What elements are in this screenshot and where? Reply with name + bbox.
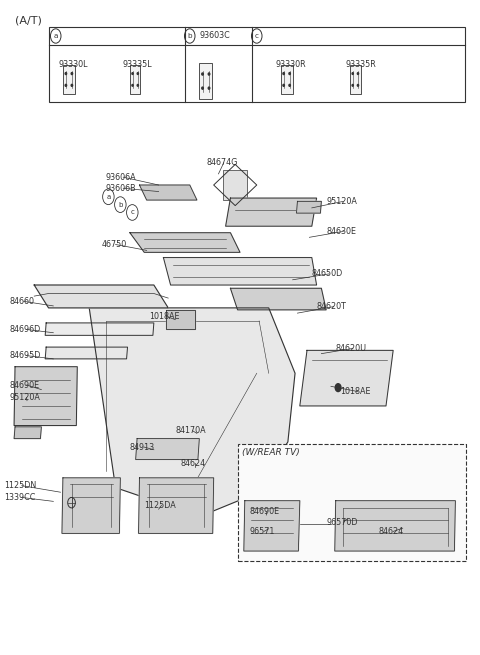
Text: 84695D: 84695D [9,351,41,360]
Polygon shape [45,323,154,335]
Circle shape [137,73,138,75]
Polygon shape [34,285,168,308]
Polygon shape [45,347,128,359]
Circle shape [208,73,210,75]
Text: 93335R: 93335R [345,60,376,69]
Text: 84690E: 84690E [250,508,280,516]
Text: a: a [106,194,110,200]
Circle shape [352,73,353,75]
Polygon shape [14,427,41,439]
Circle shape [202,87,204,89]
Text: 84650D: 84650D [312,269,343,278]
Polygon shape [89,308,295,514]
Bar [199,64,212,99]
Circle shape [289,73,290,75]
Text: 84696D: 84696D [9,325,40,334]
Text: 84674G: 84674G [206,159,238,167]
Circle shape [208,87,210,89]
Bar [223,170,247,200]
Text: 95120A: 95120A [326,197,357,206]
Circle shape [132,84,133,86]
Polygon shape [166,310,194,329]
Circle shape [65,84,67,86]
Text: 95120A: 95120A [9,393,40,402]
Text: 84620T: 84620T [317,302,347,311]
Text: 93330R: 93330R [276,60,307,69]
Text: c: c [131,210,134,215]
Text: 1339CC: 1339CC [4,493,36,502]
Polygon shape [62,478,120,533]
Polygon shape [335,500,456,551]
Text: 93330L: 93330L [58,60,88,69]
Text: (A/T): (A/T) [15,15,42,25]
Circle shape [132,73,133,75]
Text: 1125DN: 1125DN [4,481,37,490]
Text: 1125DA: 1125DA [144,501,176,510]
Circle shape [137,84,138,86]
Bar [130,65,141,94]
Polygon shape [163,257,317,285]
Text: 93603C: 93603C [199,31,230,41]
Circle shape [335,384,341,392]
Circle shape [352,84,353,86]
Circle shape [283,84,284,86]
Text: 46750: 46750 [101,240,126,249]
Text: 96571: 96571 [250,527,275,536]
Bar [281,65,293,94]
Text: 84913: 84913 [130,443,155,451]
Polygon shape [226,198,317,226]
Text: b: b [118,202,122,208]
Polygon shape [297,201,322,213]
Text: a: a [54,33,58,39]
Bar [63,65,75,94]
Polygon shape [230,288,326,310]
Text: 84170A: 84170A [175,426,206,436]
Circle shape [71,73,72,75]
Text: 1018AE: 1018AE [340,387,371,396]
Polygon shape [136,439,199,460]
Text: 96570D: 96570D [326,517,358,527]
Bar [350,65,360,94]
Text: 93335L: 93335L [123,60,152,69]
Circle shape [289,84,290,86]
Text: 93606A: 93606A [106,173,137,181]
Text: 84690E: 84690E [9,381,39,390]
Polygon shape [300,350,393,406]
Text: c: c [255,33,259,39]
Text: 93606B: 93606B [106,184,137,193]
Circle shape [357,84,359,86]
Polygon shape [140,185,197,200]
Text: b: b [187,33,192,39]
Text: 84620U: 84620U [336,344,367,353]
Circle shape [65,73,67,75]
Circle shape [357,73,359,75]
Circle shape [71,84,72,86]
Polygon shape [244,500,300,551]
Bar [238,445,467,561]
Text: 84624: 84624 [180,459,205,468]
Text: (W/REAR TV): (W/REAR TV) [242,449,300,457]
Text: 1018AE: 1018AE [149,312,180,321]
Text: 84630E: 84630E [326,227,356,236]
Polygon shape [14,367,77,426]
Polygon shape [130,233,240,252]
Circle shape [202,73,204,75]
Circle shape [283,73,284,75]
Text: 84624: 84624 [379,527,404,536]
Text: 84660: 84660 [9,297,34,306]
Bar [48,27,465,102]
Polygon shape [139,478,214,533]
